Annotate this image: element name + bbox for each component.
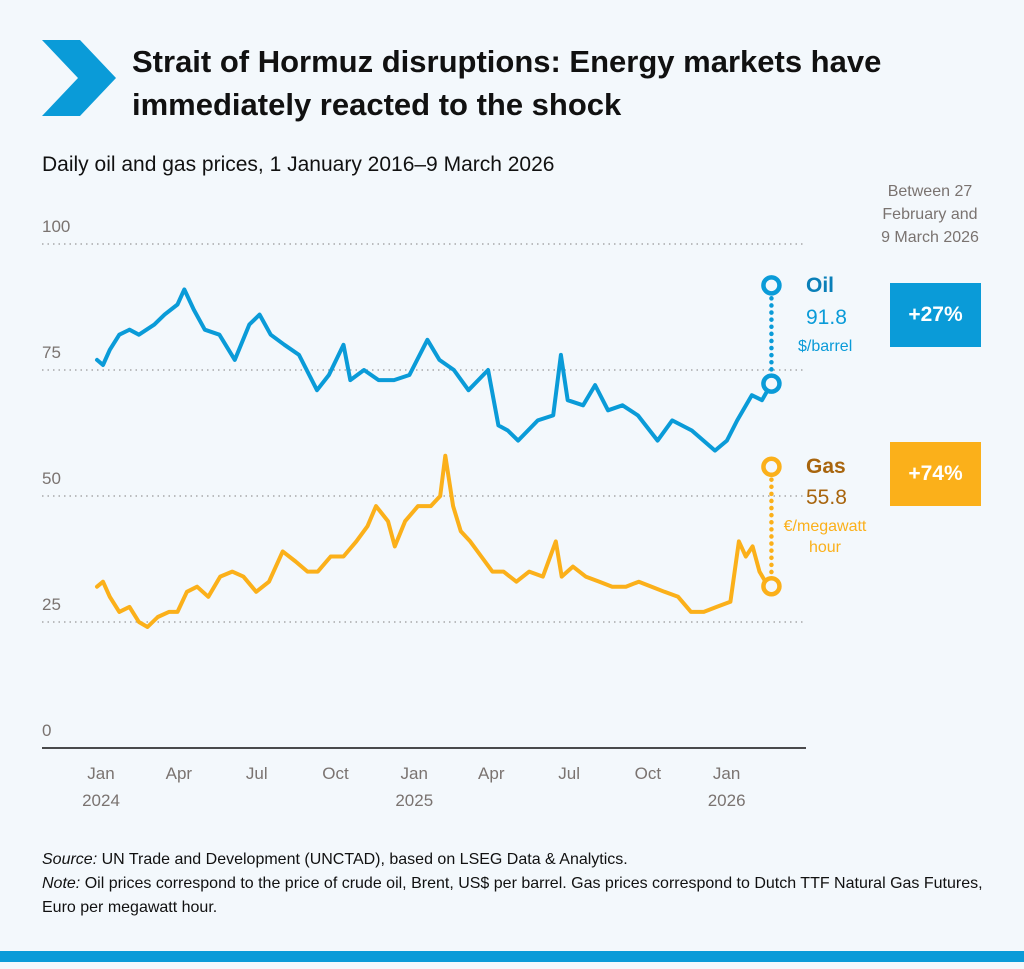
- source-label: Source:: [42, 851, 98, 868]
- x-tick-label: Jan 2024: [71, 760, 131, 814]
- x-tick-label: Jan 2026: [697, 760, 757, 814]
- x-tick-year: 2026: [707, 791, 746, 810]
- legend-oil-value: 91.8: [806, 306, 847, 329]
- legend-gas-value: 55.8: [806, 486, 847, 509]
- gas-series-line: [95, 453, 774, 629]
- footer-notes: Source: UN Trade and Development (UNCTAD…: [42, 848, 1002, 920]
- legend-oil-unit: $/barrel: [798, 338, 853, 355]
- legend-gas-unit-line1: €/megawatt: [783, 518, 867, 535]
- period-label: Between 27 February and 9 March 2026: [881, 183, 979, 246]
- legend-gas-name: Gas: [806, 455, 846, 478]
- chart-subtitle: Daily oil and gas prices, 1 January 2016…: [42, 153, 555, 176]
- y-tick-label: 0: [42, 721, 52, 740]
- oil-series-line: [95, 287, 774, 453]
- bottom-accent-bar: [0, 951, 1024, 962]
- x-tick-year: 2025: [395, 791, 434, 810]
- x-tick-label: Jan 2025: [384, 760, 444, 814]
- x-tick-month: Oct: [322, 764, 349, 783]
- chevron-logo-icon: [42, 40, 116, 116]
- y-tick-label: 50: [42, 469, 61, 488]
- x-tick-label: Jul: [227, 760, 287, 787]
- oil-start-marker: [761, 373, 782, 394]
- oil-change-badge: +27%: [890, 283, 981, 347]
- x-tick-month: Apr: [165, 764, 193, 783]
- gas-latest-marker: [761, 456, 782, 478]
- x-tick-label: Apr: [149, 760, 209, 787]
- note-text: Oil prices correspond to the price of cr…: [42, 875, 983, 916]
- x-tick-year: 2024: [82, 791, 120, 810]
- y-tick-label: 25: [42, 595, 61, 614]
- x-tick-label: Oct: [618, 760, 678, 787]
- chart-title: Strait of Hormuz disruptions: Energy mar…: [132, 44, 882, 122]
- legend-oil-name: Oil: [806, 274, 835, 297]
- gas-change-badge: +74%: [890, 442, 981, 506]
- x-tick-month: Jul: [245, 764, 268, 783]
- x-tick-month: Jul: [558, 764, 581, 783]
- note-label: Note:: [42, 875, 81, 892]
- x-tick-month: Oct: [634, 764, 662, 783]
- note-line: Note: Oil prices correspond to the price…: [42, 872, 1002, 920]
- x-tick-label: Oct: [306, 760, 366, 787]
- y-tick-label: 100: [42, 217, 71, 236]
- legend-gas-unit-line2: hour: [808, 539, 842, 556]
- x-tick-month: Jan: [87, 764, 115, 783]
- source-text: UN Trade and Development (UNCTAD), based…: [97, 851, 628, 868]
- source-line: Source: UN Trade and Development (UNCTAD…: [42, 848, 1002, 872]
- x-tick-month: Jan: [400, 764, 428, 783]
- gas-start-marker: [761, 575, 782, 597]
- y-tick-label: 75: [42, 343, 61, 362]
- x-tick-label: Jul: [539, 760, 599, 787]
- x-tick-label: Apr: [461, 760, 521, 787]
- x-tick-month: Apr: [478, 764, 505, 783]
- legend-gas-unit: €/megawatt hour: [780, 516, 870, 558]
- oil-latest-marker: [761, 275, 782, 296]
- x-tick-month: Jan: [712, 764, 741, 783]
